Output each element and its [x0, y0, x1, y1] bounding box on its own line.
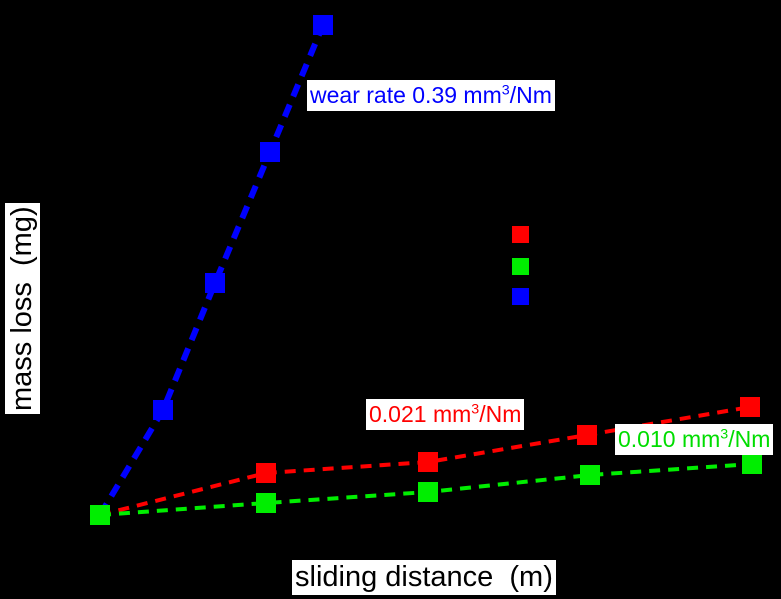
red-annotation-prefix: 0.021 mm: [369, 401, 472, 427]
legend-swatch-series-red: [512, 226, 529, 243]
blue-annotation-superscript: 3: [501, 82, 510, 99]
blue-series-point-1: [153, 400, 173, 420]
green-series-point-0: [90, 505, 110, 525]
y-axis-label: mass loss (mg): [5, 203, 41, 414]
red-series-point-3: [577, 425, 597, 445]
blue-series-point-2: [205, 273, 225, 293]
blue-series-point-4: [313, 15, 333, 35]
blue-wear-rate-annotation: wear rate 0.39 mm3/Nm: [307, 80, 555, 112]
green-wear-rate-annotation: 0.010 mm3/Nm: [615, 424, 774, 456]
red-wear-rate-annotation: 0.021 mm3/Nm: [366, 399, 525, 431]
legend-swatch-series-blue: [512, 288, 529, 305]
green-annotation-suffix: /Nm: [728, 426, 771, 452]
green-series-point-2: [418, 482, 438, 502]
y-axis-label-container: mass loss (mg): [5, 150, 45, 414]
red-annotation-suffix: /Nm: [479, 401, 522, 427]
green-series-point-3: [580, 465, 600, 485]
blue-annotation-suffix: /Nm: [509, 82, 552, 108]
series-data-markers: [90, 15, 762, 525]
x-axis-label: sliding distance (m): [292, 560, 556, 596]
red-series-point-4: [740, 397, 760, 417]
red-annotation-superscript: 3: [471, 401, 480, 418]
blue-annotation-prefix: wear rate 0.39 mm: [310, 82, 502, 108]
blue-series-trendline: [97, 23, 326, 517]
red-series-point-2: [418, 452, 438, 472]
green-annotation-superscript: 3: [720, 426, 729, 443]
green-annotation-prefix: 0.010 mm: [618, 426, 721, 452]
blue-series-point-3: [260, 142, 280, 162]
red-series-point-1: [256, 463, 276, 483]
green-series-point-1: [256, 493, 276, 513]
legend-swatch-series-green: [512, 258, 529, 275]
green-series-point-4: [742, 454, 762, 474]
